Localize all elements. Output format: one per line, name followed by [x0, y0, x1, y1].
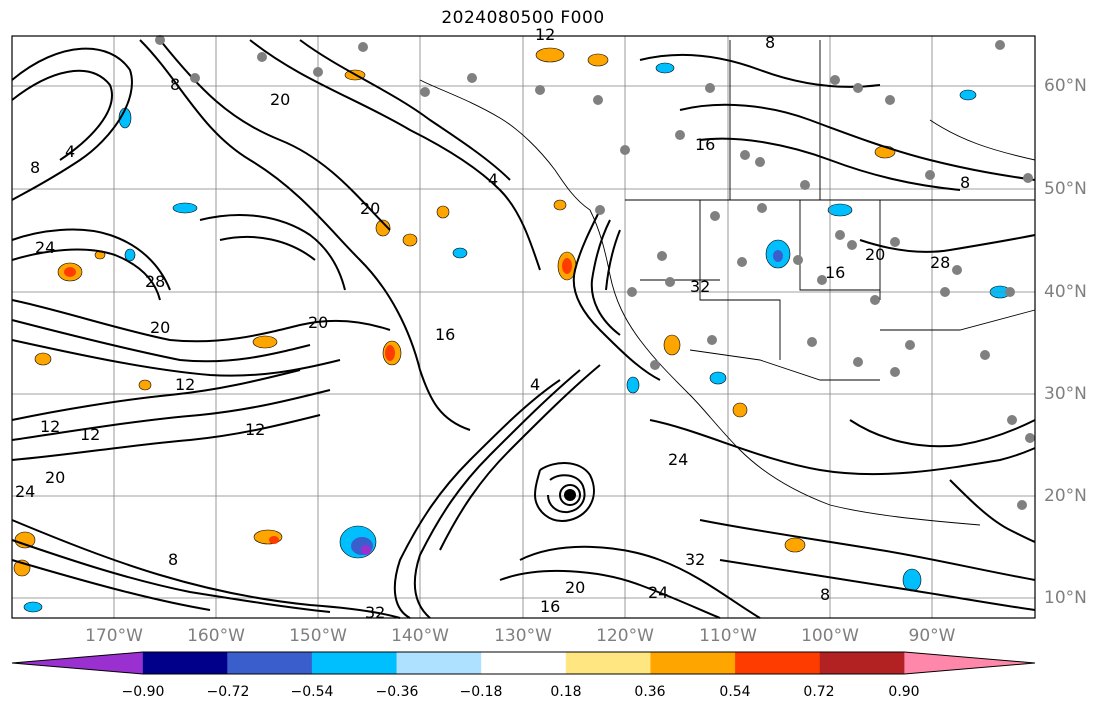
contour-label: 12	[175, 375, 195, 394]
station-markers	[155, 35, 1035, 510]
colorbar-segment	[142, 652, 228, 674]
contour-label: 24	[668, 450, 688, 469]
contour-label: 8	[765, 33, 775, 52]
contour-label: 8	[168, 550, 178, 569]
contour-labels: 8 8 8 8 8 8 12 12 12 12 12 16 16 16 16 2…	[15, 25, 970, 622]
contour-label: 8	[170, 75, 180, 94]
colorbar-label: 0.18	[550, 684, 582, 700]
lon-label-110w: 110°W	[699, 626, 757, 646]
gridlines	[12, 36, 1035, 618]
lat-label-30n: 30°N	[1044, 384, 1087, 404]
contour-label: 24	[35, 238, 55, 257]
contour-label: 24	[648, 583, 668, 602]
contour-label: 24	[15, 482, 35, 501]
contour-label: 4	[530, 375, 540, 394]
colorbar-segment	[819, 652, 905, 674]
contour-label: 8	[30, 158, 40, 177]
contour-label: 8	[820, 585, 830, 604]
contour-lines	[11, 39, 1036, 619]
contour-label: 32	[690, 277, 710, 296]
contour-label: 16	[825, 263, 845, 282]
colorbar-segment	[311, 652, 398, 674]
lat-label-50n: 50°N	[1044, 179, 1087, 199]
colorbar-label: 0.90	[888, 684, 920, 700]
lon-label-90w: 90°W	[908, 626, 956, 646]
contour-label: 4	[65, 142, 75, 161]
contour-label: 20	[308, 313, 328, 332]
contour-label: 20	[565, 578, 585, 597]
lon-label-130w: 130°W	[494, 626, 552, 646]
lon-label-150w: 150°W	[289, 626, 347, 646]
contour-label: 32	[365, 603, 385, 622]
contour-label: 32	[685, 550, 705, 569]
colorbar-segment	[396, 652, 482, 674]
colorbar	[11, 651, 1036, 675]
lat-label-40n: 40°N	[1044, 282, 1087, 302]
map-background	[12, 36, 1035, 618]
map-frame	[11, 35, 1036, 619]
contour-label: 12	[245, 420, 265, 439]
colorbar-segment	[565, 652, 651, 674]
lon-label-170w: 170°W	[85, 626, 143, 646]
contour-label: 12	[80, 425, 100, 444]
colorbar-label: −0.36	[375, 684, 419, 700]
colorbar-label: −0.90	[121, 684, 165, 700]
contour-label: 12	[40, 417, 60, 436]
hurricane-center	[559, 484, 581, 506]
lon-label-140w: 140°W	[391, 626, 449, 646]
shaded-field	[13, 47, 1011, 613]
colorbar-segment	[650, 652, 736, 674]
contour-label: 16	[695, 135, 715, 154]
contour-label: 20	[360, 199, 380, 218]
lon-label-120w: 120°W	[596, 626, 654, 646]
colorbar-segment	[735, 652, 821, 674]
colorbar-label: −0.18	[459, 684, 503, 700]
contour-label: 20	[45, 468, 65, 487]
colorbar-label: −0.54	[290, 684, 334, 700]
contour-label: 20	[270, 90, 290, 109]
coastlines	[419, 40, 1036, 526]
colorbar-segment	[227, 652, 313, 674]
colorbar-label: 0.36	[634, 684, 666, 700]
lon-label-160w: 160°W	[187, 626, 245, 646]
map-title: 2024080500 F000	[441, 8, 605, 28]
contour-label: 28	[145, 272, 165, 291]
colorbar-label: 0.54	[719, 684, 751, 700]
contour-label: 28	[930, 253, 950, 272]
contour-label: 16	[540, 597, 560, 616]
lat-label-20n: 20°N	[1044, 486, 1087, 506]
contour-label: 16	[435, 325, 455, 344]
contour-label: 20	[150, 318, 170, 337]
contour-label: 4	[488, 170, 498, 189]
colorbar-outline	[11, 651, 1036, 675]
contour-label: 12	[535, 25, 555, 44]
colorbar-label: −0.72	[206, 684, 250, 700]
contour-label: 8	[960, 173, 970, 192]
colorbar-segment	[481, 652, 567, 674]
colorbar-segment	[904, 652, 1035, 674]
colorbar-label: 0.72	[803, 684, 835, 700]
colorbar-segment	[12, 652, 143, 674]
lat-label-10n: 10°N	[1044, 588, 1087, 608]
lat-label-60n: 60°N	[1044, 76, 1087, 96]
lon-label-100w: 100°W	[801, 626, 859, 646]
contour-label: 20	[865, 245, 885, 264]
